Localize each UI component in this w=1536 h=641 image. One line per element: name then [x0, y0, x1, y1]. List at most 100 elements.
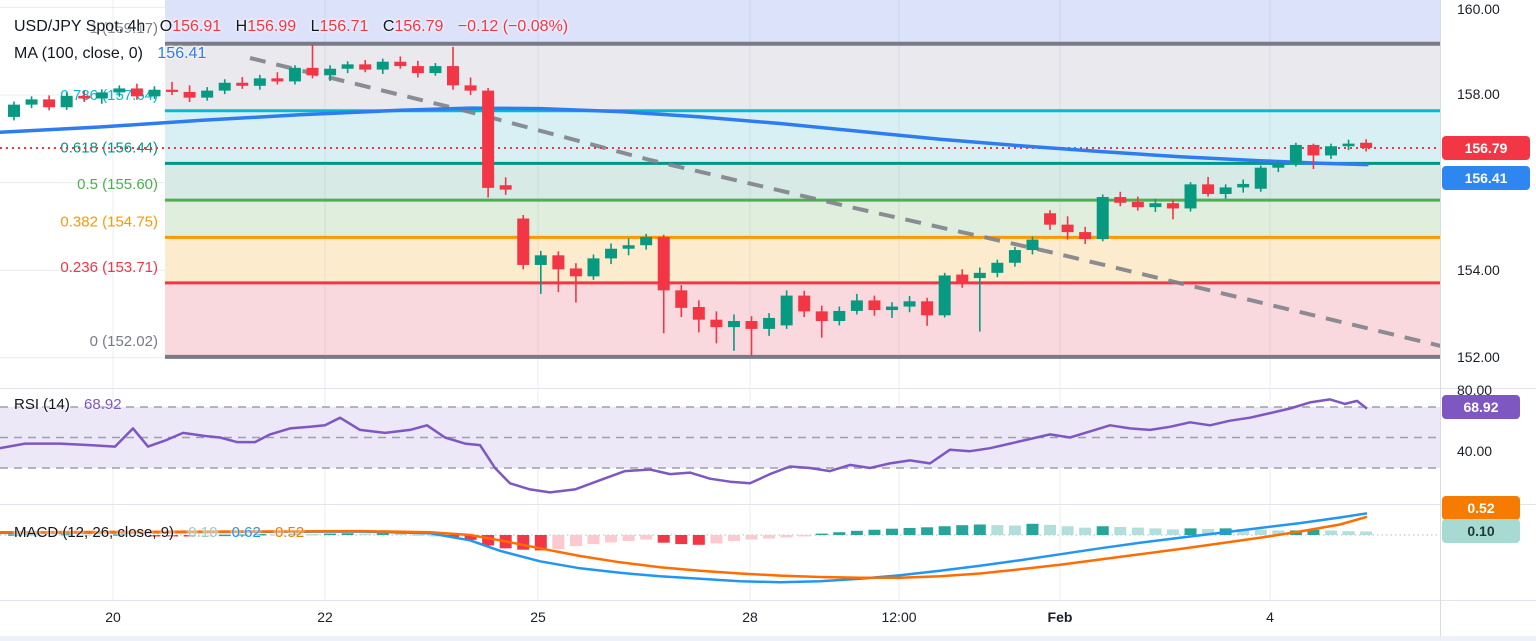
- candle-body: [1254, 167, 1267, 189]
- macd-pane[interactable]: [0, 512, 1440, 584]
- macd-hist-bar: [798, 535, 811, 537]
- rsi-value: 68.92: [84, 396, 122, 413]
- time-label-Feb: Feb: [1047, 609, 1073, 625]
- candle-body: [288, 67, 301, 82]
- candle-body: [1044, 213, 1057, 225]
- candle-body: [394, 61, 407, 67]
- macd-hist-bar: [183, 535, 196, 537]
- candle-body: [534, 255, 547, 265]
- candle-body: [605, 248, 618, 259]
- candle-body: [359, 64, 372, 70]
- rsi-pane[interactable]: [0, 398, 1440, 494]
- macd-line: [0, 512, 1368, 584]
- macd-hist-bar: [1184, 528, 1197, 535]
- macd-hist-bar: [113, 534, 126, 536]
- candle-body: [1184, 184, 1197, 209]
- ma-value: 156.41: [157, 45, 207, 62]
- time-gridlines: [112, 0, 1271, 600]
- macd-hist-bar: [640, 535, 653, 540]
- candle-body: [253, 78, 266, 86]
- candle-body: [921, 301, 934, 316]
- macd-hist-bar: [1008, 525, 1021, 535]
- candle-body: [903, 301, 916, 307]
- macd-hist-bar: [411, 534, 424, 536]
- rsi-axis-label: 80.00: [1457, 382, 1493, 398]
- price-axis-label: 160.00: [1457, 1, 1500, 17]
- macd-badge: 0.52: [1442, 496, 1520, 520]
- candle-body: [341, 64, 354, 69]
- candle-body: [464, 85, 477, 91]
- macd-hist-bar: [271, 534, 284, 536]
- macd-hist-value: 0.10: [188, 524, 218, 541]
- macd-hist-bar: [78, 534, 91, 536]
- candle-body: [1237, 183, 1250, 188]
- macd-label: MACD (12, 26, close, 9): [14, 524, 175, 541]
- ma-100-line[interactable]: [0, 106, 1369, 167]
- macd-hist-bar: [1237, 529, 1250, 535]
- rsi-legend[interactable]: RSI (14) 68.92: [14, 396, 122, 413]
- candle-body: [552, 255, 565, 270]
- macd-hist-bar: [780, 535, 793, 538]
- candle-body: [376, 61, 389, 70]
- macd-hist-bar: [517, 535, 530, 550]
- macd-hist-bar: [727, 535, 740, 541]
- macd-hist-bar: [60, 533, 73, 536]
- candle-body: [1307, 144, 1320, 156]
- macd-hist-bar: [1342, 531, 1355, 535]
- fib-label: 0.382 (154.75): [60, 213, 158, 230]
- candle-body: [956, 274, 969, 284]
- candle-body: [657, 236, 670, 291]
- macd-hist-bar: [850, 530, 863, 535]
- candle-body: [8, 104, 20, 117]
- time-label-28: 28: [742, 609, 758, 625]
- candle-body: [868, 300, 881, 311]
- macd-hist-bar: [903, 528, 916, 535]
- macd-hist-bar: [1096, 526, 1109, 535]
- candle-body: [201, 90, 214, 98]
- macd-hist-bar: [1061, 526, 1074, 535]
- macd-hist-bar: [218, 534, 231, 537]
- macd-hist-bar: [1325, 530, 1337, 535]
- macd-hist-bar: [1044, 524, 1057, 535]
- macd-hist-bar: [394, 533, 407, 536]
- price-axis-label: 158.00: [1457, 86, 1500, 102]
- macd-hist-bar: [692, 535, 705, 545]
- macd-hist-bar: [763, 535, 776, 539]
- candle-body: [1272, 162, 1285, 168]
- time-label-22: 22: [317, 609, 333, 625]
- candle-body: [1325, 146, 1337, 156]
- fib-label: 0 (152.02): [90, 333, 158, 350]
- candle-body: [43, 99, 56, 108]
- macd-hist-bar: [253, 533, 266, 536]
- symbol-title: USD/JPY Spot, 4h: [14, 18, 146, 35]
- macd-hist-bar: [605, 535, 618, 543]
- candle-body: [798, 295, 811, 312]
- candle-body: [113, 88, 126, 93]
- macd-hist-bar: [288, 533, 301, 536]
- descending-trendline[interactable]: [249, 56, 1440, 348]
- candle-body: [482, 90, 495, 188]
- price-axis[interactable]: 160.00 158.00 154.00 152.00 80.00 40.00 156.79…: [1440, 0, 1536, 641]
- symbol-legend[interactable]: USD/JPY Spot, 4h O156.91 H156.99 L156.71…: [14, 18, 568, 36]
- candle-body: [411, 66, 424, 74]
- macd-hist-bar: [1079, 527, 1092, 535]
- rsi-macd-separator[interactable]: [0, 504, 1536, 505]
- macd-hist-bar: [201, 535, 214, 537]
- rsi-label: RSI (14): [14, 396, 70, 413]
- macd-legend[interactable]: MACD (12, 26, close, 9) 0.10 0.62 0.52: [14, 524, 304, 541]
- time-axis[interactable]: 20 22 25 28 12:00 Feb 4: [0, 600, 1440, 641]
- candle-body: [815, 311, 828, 322]
- price-axis-label: 152.00: [1457, 349, 1500, 365]
- candle-body: [886, 306, 898, 311]
- price-rsi-separator[interactable]: [0, 388, 1536, 389]
- chart-canvas[interactable]: 1 (159.17)0.786 (157.64)0.618 (156.44)0.…: [0, 0, 1440, 641]
- macd-hist-bar: [236, 534, 249, 536]
- ma-legend[interactable]: MA (100, close, 0) 156.41: [14, 45, 206, 63]
- macd-hist-bar: [938, 526, 951, 535]
- macd-hist-bar: [1360, 531, 1373, 535]
- macd-hist-bar: [1307, 529, 1320, 535]
- macd-hist-bar: [8, 534, 20, 536]
- candles[interactable]: [8, 44, 1373, 357]
- macd-hist-bar: [622, 535, 635, 541]
- candle-body: [622, 245, 635, 249]
